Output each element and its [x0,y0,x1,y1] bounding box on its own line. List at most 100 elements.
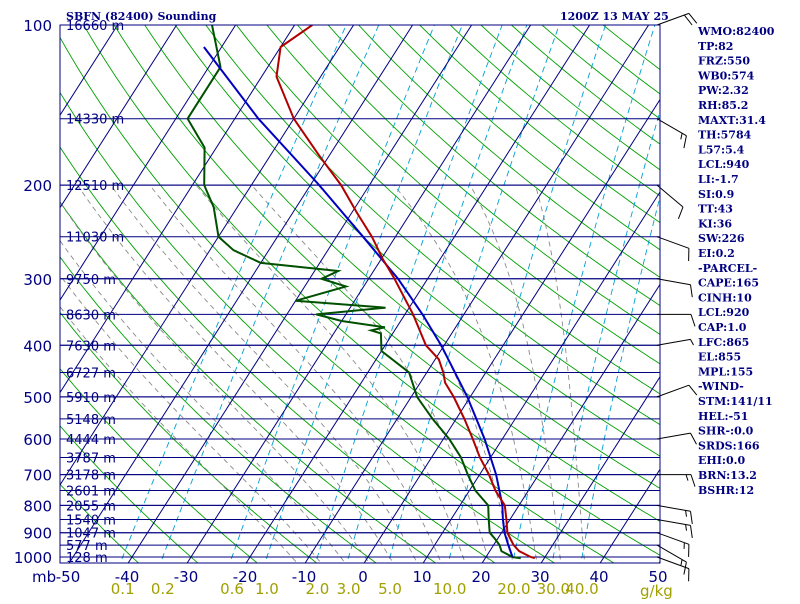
sounding-index: BSHR:12 [698,484,754,497]
height-label: 2055 m [66,499,116,514]
wind-barb-flag [691,525,693,538]
dry-adiabat-line [47,13,623,568]
sounding-index: WB0:574 [697,69,755,82]
sounding-index: LFC:865 [698,336,749,349]
mixing-ratio-line [512,25,655,568]
isotherm-line [184,13,538,568]
pressure-tick-label: 600 [23,431,52,449]
wind-barb-half-flag [686,511,687,517]
sounding-index: TT:43 [698,203,733,216]
mixing-ratio-line [159,25,379,568]
wind-barb [657,339,694,345]
dewpoint-profile-line [188,25,521,558]
pressure-tick-label: 800 [23,497,52,515]
wind-barb-flag [691,433,697,444]
moist-adiabat-line [150,185,444,568]
sounding-index: BRN:13.2 [698,469,757,482]
wind-barb-flag [691,314,695,326]
wind-barb-staff [657,545,686,562]
dry-adiabat-line [529,13,800,568]
isotherm-line [0,13,66,568]
wind-barb-staff [657,505,691,511]
wind-barb-half-flag [686,475,688,481]
sounding-index: LCL:920 [698,306,750,319]
dry-adiabat-line [0,13,264,568]
wind-barb-flag [684,136,687,148]
wind-barb-half-flag [686,525,687,531]
mixing-ratio-tick-label: 2.0 [305,580,329,598]
mixing-ratio-tick-label: 40.0 [565,580,598,598]
wind-barb-half-flag [691,339,694,345]
mixing-ratio-unit: g/kg [640,582,673,600]
pressure-tick-label: 1000 [14,549,52,567]
sounding-index: SW:226 [698,232,745,245]
mixing-ratio-line [551,25,685,568]
mixing-ratio-tick-label: 20.0 [497,580,530,598]
sounding-index: STM:141/11 [698,395,773,408]
sounding-index: FRZ:550 [698,55,750,68]
moist-adiabat-line [535,185,585,568]
wind-barb-flag [678,207,683,219]
temperature-tick-label: 10 [412,568,431,586]
pressure-tick-label: 300 [23,271,52,289]
sounding-index: MPL:155 [698,365,753,378]
height-label: 8630 m [66,308,116,323]
wind-barb [657,533,689,557]
height-label: 9750 m [66,273,116,288]
wind-barb-staff [657,520,691,526]
height-label: 12510 m [66,179,124,194]
mixing-ratio-tick-label: 0.6 [220,580,244,598]
height-label: 7630 m [66,339,116,354]
wind-barb [657,279,692,297]
sounding-index: WMO:82400 [697,25,775,38]
pressure-tick-label: 900 [23,525,52,543]
mixing-ratio-tick-label: 0.1 [111,580,135,598]
wind-barb-staff [657,385,689,397]
height-label: 128 m [66,551,108,566]
height-label: 11030 m [66,231,124,246]
moist-adiabat-line [394,185,538,568]
wind-barb-flag [691,285,693,298]
wind-barb-flag [689,385,697,395]
mixing-ratio-tick-label: 10.0 [433,580,466,598]
sounding-index: EHI:0.0 [698,454,745,467]
sounding-index: CAPE:165 [698,277,759,290]
sounding-index: -WIND- [698,380,744,393]
wind-barb-staff [657,119,686,136]
sounding-index: SHR-:0.0 [698,425,754,438]
sounding-index: SI:0.9 [698,188,734,201]
isotherm-line [0,13,7,568]
wind-barb-flag [684,562,687,574]
isotherm-line [0,13,243,568]
temperature-tick-label: -50 [56,568,81,586]
sounding-index: TH:5784 [698,129,752,142]
wind-barb-flag [691,511,693,524]
sounding-index: CAP:1.0 [698,321,747,334]
wind-barb-staff [657,433,691,439]
mixing-ratio-tick-label: 0.2 [151,580,175,598]
sounding-index: PW:2.32 [698,84,749,97]
sounding-index: LI:-1.7 [698,173,739,186]
sounding-index: -PARCEL- [698,262,757,275]
pressure-tick-label: 400 [23,337,52,355]
wind-barb-staff [657,557,689,569]
wind-barb-staff [657,279,691,285]
height-label: 14330 m [66,113,124,128]
sounding-index: L57:5.4 [698,143,745,156]
height-label: 5910 m [66,391,116,406]
wind-barb [657,385,697,397]
indices-panel: WMO:82400TP:82FRZ:550WB0:574PW:2.32RH:85… [697,25,775,497]
isotherm-line [0,13,302,568]
sounding-index: RH:85.2 [698,99,748,112]
wind-barb-half-flag [681,560,682,566]
pressure-tick-label: 100 [23,17,52,35]
wind-barb [657,237,689,261]
wind-barb [657,475,695,487]
height-label: 6727 m [66,367,116,382]
mixing-ratio-line [447,25,606,568]
height-label: 5148 m [66,413,116,428]
